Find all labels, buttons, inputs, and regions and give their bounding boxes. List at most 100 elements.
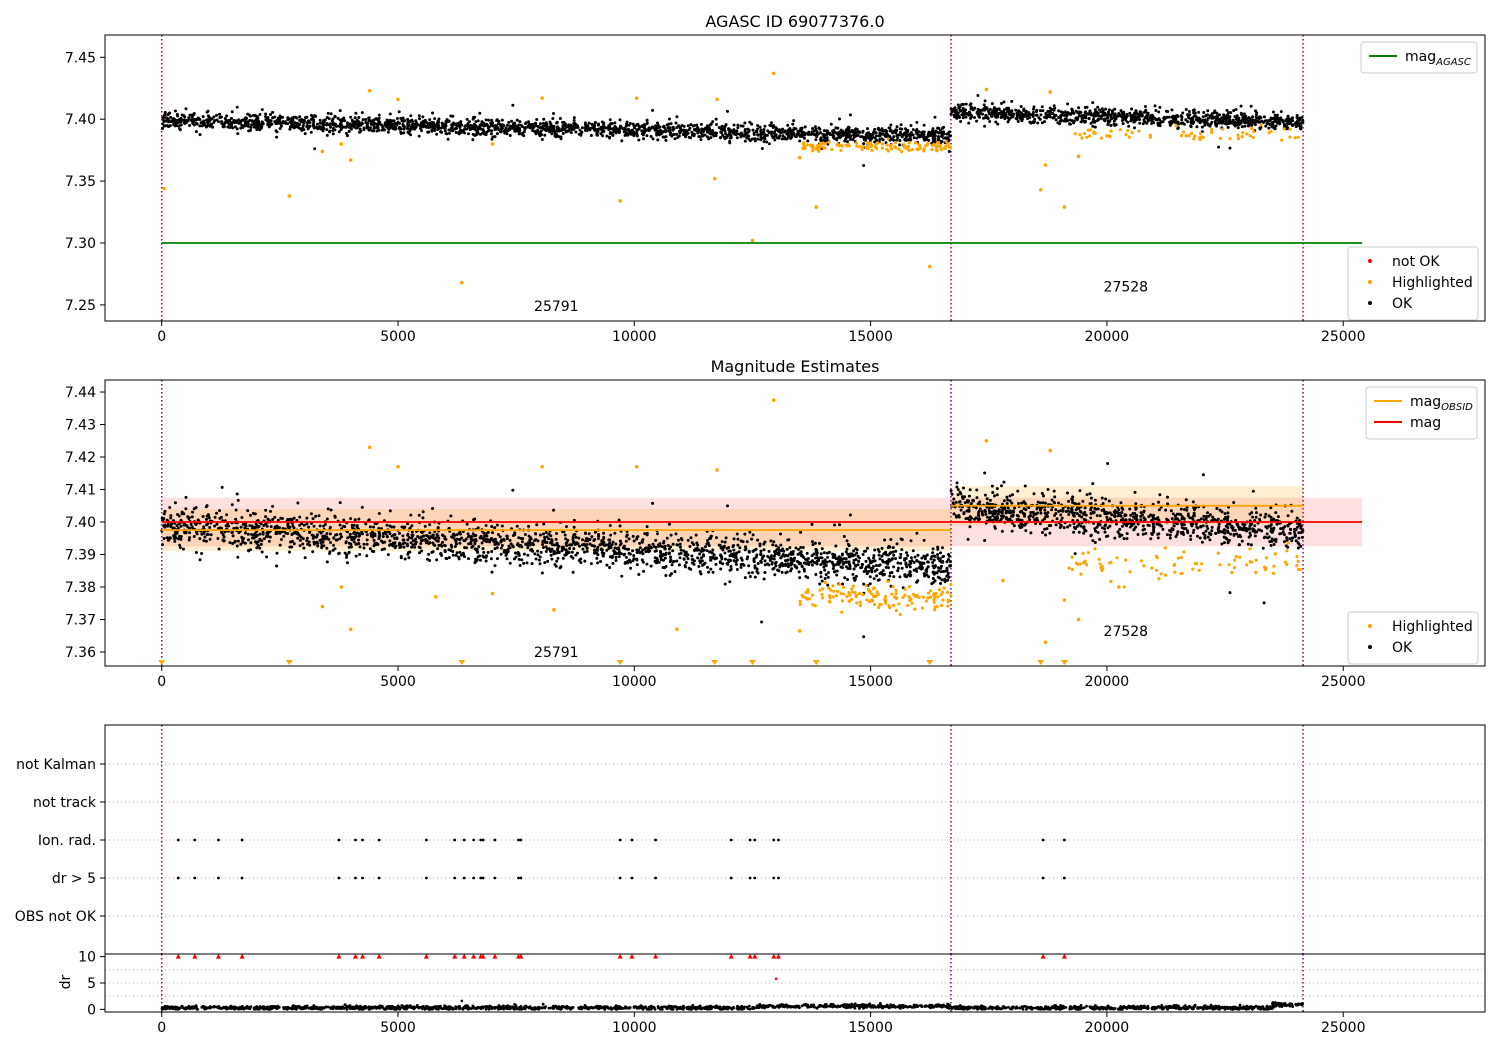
ok-point [1297, 124, 1301, 128]
ok-point [909, 138, 913, 142]
ok-point [1252, 118, 1256, 122]
ok-point [486, 129, 490, 133]
ok-point [778, 134, 782, 138]
ok-point [333, 547, 337, 551]
ok-point [645, 134, 649, 138]
highlighted-point [845, 144, 849, 148]
ok-point [1210, 116, 1214, 120]
ok-point [1085, 105, 1089, 109]
ok-point [1217, 119, 1221, 123]
ok-point [413, 545, 417, 549]
ok-point [517, 132, 521, 136]
ok-point [1240, 125, 1244, 129]
ok-point [664, 130, 668, 134]
ok-point [171, 120, 175, 124]
ok-point [1014, 108, 1018, 112]
ok-point [983, 124, 987, 128]
ok-point [449, 548, 453, 552]
ok-point [940, 140, 944, 144]
ok-point [983, 99, 987, 103]
ok-point [265, 524, 269, 528]
ok-point [459, 122, 463, 126]
ok-point [1006, 110, 1010, 114]
ok-point [354, 111, 358, 115]
ok-point [1174, 114, 1178, 118]
ok-point [875, 574, 879, 578]
ok-point [947, 149, 951, 153]
ok-point [318, 121, 322, 125]
ok-point [713, 131, 717, 135]
ok-point [437, 543, 441, 547]
ok-point [1254, 115, 1258, 119]
ok-point [786, 554, 790, 558]
highlighted-point [1189, 131, 1194, 136]
ok-point [182, 114, 186, 118]
ok-point [709, 558, 713, 562]
ok-point [774, 126, 778, 130]
ok-point [1156, 123, 1160, 127]
ok-point [1057, 115, 1061, 119]
ok-point [538, 555, 542, 559]
ok-point [406, 117, 410, 121]
ok-point [264, 515, 268, 519]
ok-point [1191, 108, 1195, 112]
ok-point [295, 116, 299, 120]
ok-point [557, 126, 561, 130]
ok-point [483, 534, 487, 538]
highlighted-point [946, 142, 950, 146]
ok-point [1081, 119, 1085, 123]
ok-point [279, 516, 283, 520]
ok-point [678, 556, 682, 560]
ok-point [249, 513, 253, 517]
highlighted-point [1092, 131, 1096, 135]
y-tick-label: 7.35 [65, 174, 96, 190]
ok-point [354, 533, 358, 537]
ok-point [385, 123, 389, 127]
highlighted-point [1259, 123, 1263, 127]
ok-point [345, 121, 349, 125]
ok-point [785, 570, 789, 574]
ok-point [645, 562, 649, 566]
ok-point [526, 553, 530, 557]
ok-point [895, 125, 899, 129]
ok-point [802, 567, 806, 571]
ok-point [881, 559, 885, 563]
ok-point [967, 121, 971, 125]
ok-point [333, 128, 337, 132]
ok-point [873, 548, 877, 552]
ok-point [458, 541, 462, 545]
ok-point [1029, 113, 1033, 117]
ok-point [1194, 118, 1198, 122]
ok-point [859, 566, 863, 570]
ok-point [635, 122, 639, 126]
ok-point [250, 532, 254, 536]
ok-point [357, 120, 361, 124]
ok-point [611, 133, 615, 137]
ok-point [736, 537, 740, 541]
ok-point [309, 130, 313, 134]
ok-point [906, 554, 910, 558]
ok-point [884, 128, 888, 132]
ok-point [940, 126, 944, 130]
ok-point [419, 535, 423, 539]
ok-point [641, 129, 645, 133]
ok-point [1022, 114, 1026, 118]
ok-point [607, 126, 611, 130]
ok-point [435, 132, 439, 136]
ok-point [302, 546, 306, 550]
ok-point [978, 115, 982, 119]
ok-point [1076, 116, 1080, 120]
ok-point [939, 570, 943, 574]
ok-point [338, 109, 342, 113]
highlighted-point [1198, 138, 1202, 142]
ok-point [537, 558, 541, 562]
ok-point [1168, 122, 1172, 126]
ok-point [540, 571, 544, 575]
ok-point [938, 131, 942, 135]
ok-point [410, 524, 414, 528]
ok-point [610, 131, 614, 135]
ok-point [1127, 124, 1131, 128]
ok-point [1164, 116, 1168, 120]
ok-point [201, 514, 205, 518]
ok-point [887, 566, 891, 570]
